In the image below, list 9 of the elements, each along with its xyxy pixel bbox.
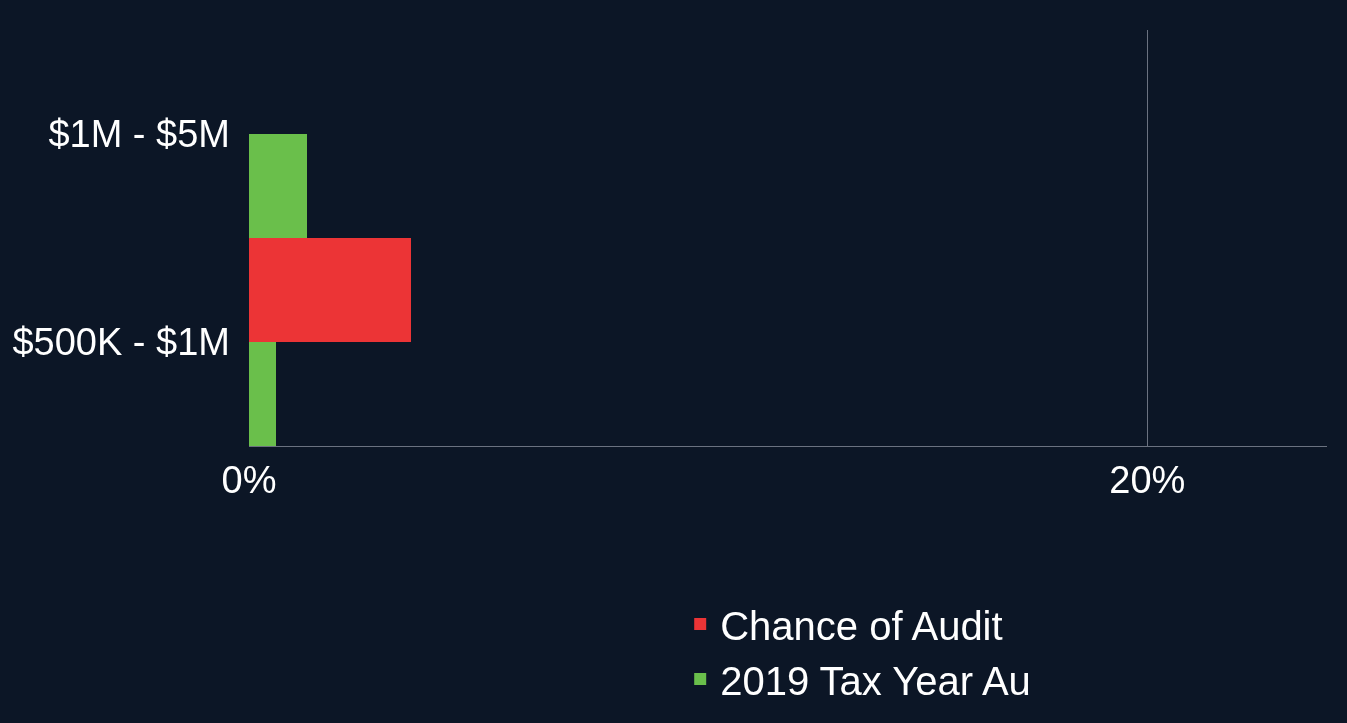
y-tick-label: $500K - $1M (12, 321, 230, 364)
legend-label: Chance of Audit (720, 603, 1003, 648)
legend-label: 2019 Tax Year Au (720, 658, 1031, 703)
bar (249, 134, 307, 238)
bar (249, 238, 411, 342)
y-tick-label: $1M - $5M (48, 113, 230, 156)
x-tick-label: 20% (1109, 458, 1186, 501)
x-tick-label: 0% (221, 458, 277, 501)
bar (249, 342, 276, 446)
